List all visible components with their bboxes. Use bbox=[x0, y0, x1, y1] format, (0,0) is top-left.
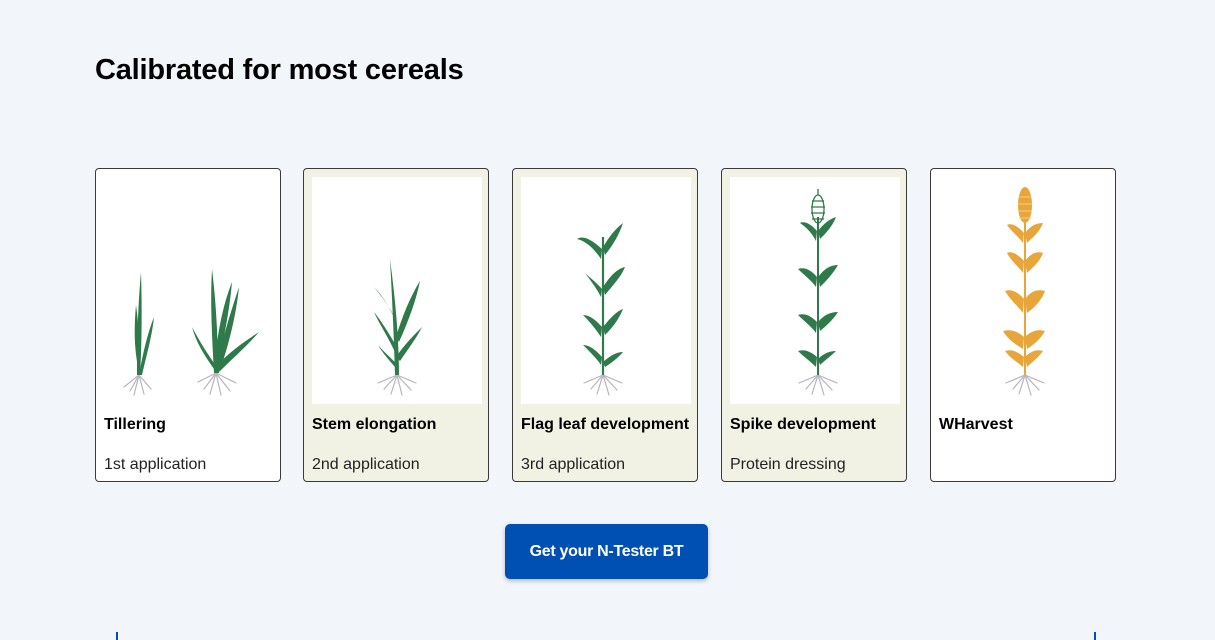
stage-card-subtitle: 3rd application bbox=[521, 456, 626, 473]
stage-card-subtitle: Protein dressing bbox=[730, 456, 846, 473]
scroll-edge-mark-right bbox=[1094, 632, 1096, 640]
stage-card-tillering[interactable]: Tillering 1st application bbox=[95, 168, 281, 482]
stage-card-title: WHarvest bbox=[939, 416, 1013, 433]
spike-development-plant-illustration bbox=[730, 177, 900, 404]
flag-leaf-plant-illustration bbox=[521, 177, 691, 404]
stage-card-subtitle: 1st application bbox=[104, 456, 207, 473]
stage-card-title: Spike development bbox=[730, 416, 876, 433]
get-n-tester-button[interactable]: Get your N-Tester BT bbox=[505, 524, 708, 579]
scroll-edge-mark-left bbox=[116, 632, 118, 640]
section-title: Calibrated for most cereals bbox=[95, 54, 464, 86]
stage-card-harvest[interactable]: WHarvest bbox=[930, 168, 1116, 482]
stage-card-flag-leaf[interactable]: Flag leaf development 3rd application bbox=[512, 168, 698, 482]
stage-card-stem-elongation[interactable]: Stem elongation 2nd application bbox=[303, 168, 489, 482]
stage-card-title: Tillering bbox=[104, 416, 166, 433]
stem-elongation-plant-illustration bbox=[312, 177, 482, 404]
spike-development-plant-image bbox=[798, 189, 838, 396]
stage-card-title: Stem elongation bbox=[312, 416, 437, 433]
tillering-plant-illustration bbox=[104, 177, 274, 404]
stage-card-subtitle: 2nd application bbox=[312, 456, 420, 473]
stage-card-spike-development[interactable]: Spike development Protein dressing bbox=[721, 168, 907, 482]
harvest-plant-illustration bbox=[939, 177, 1109, 404]
stage-card-title: Flag leaf development bbox=[521, 416, 690, 433]
harvest-plant-image bbox=[1003, 187, 1045, 396]
flag-leaf-plant-image bbox=[577, 223, 625, 396]
stem-elongation-plant-image bbox=[374, 259, 422, 396]
tillering-plant-image bbox=[123, 269, 259, 396]
